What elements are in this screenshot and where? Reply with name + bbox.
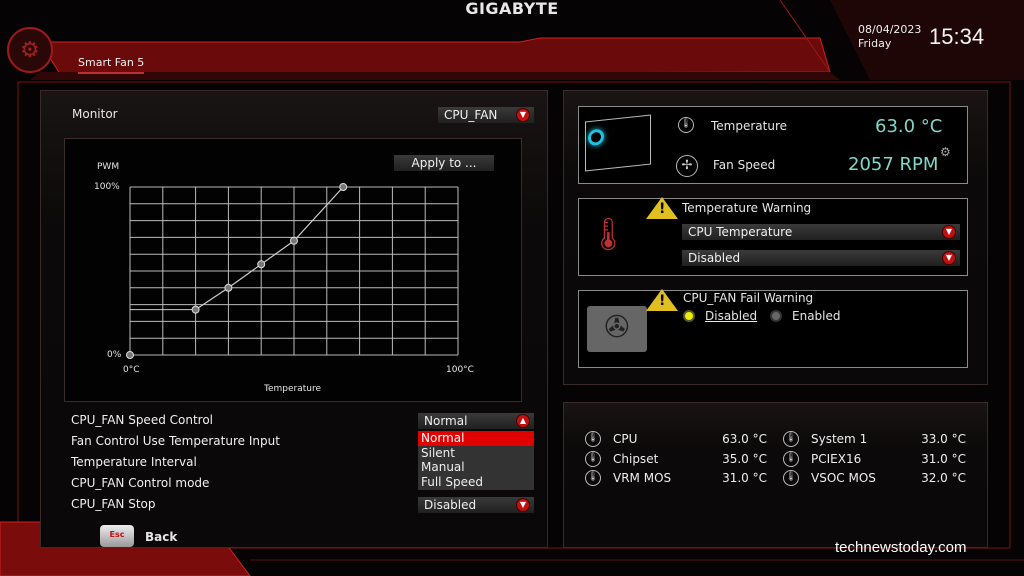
temperature-warning-title: Temperature Warning <box>682 201 812 215</box>
curve-point[interactable] <box>126 351 134 359</box>
sensor-name: VRM MOS <box>613 471 672 485</box>
weekday: Friday <box>858 37 892 50</box>
chevron-down-icon: ▼ <box>942 251 956 265</box>
speed-control-value: Normal <box>424 414 468 428</box>
setting-label[interactable]: Fan Control Use Temperature Input <box>71 434 280 448</box>
back-button[interactable]: Back <box>145 530 178 544</box>
sensor-name: System 1 <box>811 432 868 446</box>
option-silent[interactable]: Silent <box>421 445 455 460</box>
radio-disabled-label[interactable]: Disabled <box>705 309 758 323</box>
curve-point[interactable] <box>339 183 348 191</box>
radio-enabled-label[interactable]: Enabled <box>792 309 841 323</box>
chevron-down-icon: ▼ <box>516 108 530 122</box>
clock: 15:34 <box>929 24 985 49</box>
sensor-name: PCIEX16 <box>811 451 862 466</box>
warning-icon: ! <box>646 289 678 311</box>
chevron-down-icon: ▼ <box>942 225 956 239</box>
thermometer-heat-icon: 🌡 <box>588 215 629 253</box>
fan-stop-select[interactable]: Disabled ▼ <box>418 497 534 513</box>
chevron-up-icon: ▲ <box>516 414 530 428</box>
fan-icon: ✢ <box>676 155 698 177</box>
setting-label[interactable]: CPU_FAN Control mode <box>71 476 210 490</box>
radio-enabled[interactable] <box>770 310 782 322</box>
pc-case-icon <box>585 114 651 172</box>
fan-status-box <box>578 106 968 184</box>
sensor-value: 63.0 °C <box>722 432 767 446</box>
curve-point[interactable] <box>191 305 200 314</box>
fan-speed-label: Fan Speed <box>713 158 776 172</box>
date: 08/04/2023 <box>858 23 922 36</box>
fan-fail-warning-title: CPU_FAN Fail Warning <box>683 291 814 305</box>
temperature-value: 63.0 °C <box>875 116 943 137</box>
sensor-value: 31.0 °C <box>722 471 767 485</box>
tab-smart-fan-5[interactable]: Smart Fan 5 <box>78 56 145 74</box>
fan-speed-value: 2057 RPM <box>848 154 939 175</box>
warning-icon: ! <box>646 197 678 219</box>
thermometer-icon: 🌡 <box>678 117 694 133</box>
sensor-name: Chipset <box>613 451 659 466</box>
radio-disabled[interactable] <box>683 310 695 322</box>
y-tick-100: 100% <box>94 182 120 192</box>
thermometer-icon: 🌡 <box>783 431 799 447</box>
monitor-fan-select[interactable]: CPU_FAN ▼ <box>438 107 534 123</box>
sensor-value: 33.0 °C <box>921 432 966 446</box>
watermark: technewstoday.com <box>835 539 967 556</box>
temperature-label: Temperature <box>711 119 788 133</box>
y-axis-label: PWM <box>97 162 120 172</box>
esc-key-button[interactable]: Esc <box>100 525 134 547</box>
speed-options-list: Normal Silent Manual Full Speed <box>418 431 534 490</box>
chevron-down-icon: ▼ <box>516 498 530 512</box>
x-tick-0: 0°C <box>123 365 140 375</box>
gear-icon[interactable]: ⚙ <box>940 145 951 159</box>
setting-label[interactable]: Temperature Interval <box>71 455 197 469</box>
sensor-name: VSOC MOS <box>811 471 876 485</box>
setting-label[interactable]: CPU_FAN Speed Control <box>71 413 214 427</box>
monitor-fan-value: CPU_FAN <box>444 108 498 122</box>
warning-source-value: CPU Temperature <box>688 225 793 239</box>
x-axis-label: Temperature <box>264 384 322 394</box>
speed-control-select[interactable]: Normal ▲ <box>418 413 534 429</box>
fan-unit-icon: ✇ <box>587 306 647 352</box>
warning-source-select[interactable]: CPU Temperature ▼ <box>682 224 960 240</box>
fan-stop-value: Disabled <box>424 498 477 512</box>
sensor-name: CPU <box>613 432 638 446</box>
fan-curve-chart <box>64 138 522 402</box>
warning-threshold-value: Disabled <box>688 251 741 265</box>
thermometer-icon: 🌡 <box>585 431 601 447</box>
curve-point[interactable] <box>290 236 298 245</box>
settings-gear-icon: ⚙ <box>20 38 40 63</box>
x-tick-100: 100°C <box>446 365 474 375</box>
thermometer-icon: 🌡 <box>783 450 799 467</box>
thermometer-icon: 🌡 <box>585 470 601 486</box>
sensor-value: 32.0 °C <box>921 471 966 485</box>
monitor-label: Monitor <box>72 107 118 121</box>
thermometer-icon: 🌡 <box>585 450 601 467</box>
sensor-value: 35.0 °C <box>722 451 767 466</box>
sensor-value: 31.0 °C <box>921 451 966 466</box>
option-normal[interactable]: Normal <box>418 431 534 446</box>
thermometer-icon: 🌡 <box>783 470 799 486</box>
setting-label[interactable]: CPU_FAN Stop <box>71 497 156 511</box>
brand-logo: GIGABYTE <box>465 0 559 18</box>
date-display: 08/04/2023 Friday <box>858 23 921 51</box>
curve-point[interactable] <box>224 283 233 292</box>
curve-point[interactable] <box>257 260 266 269</box>
option-full-speed[interactable]: Full Speed <box>421 474 483 489</box>
curve-line <box>195 186 344 311</box>
warning-threshold-select[interactable]: Disabled ▼ <box>682 250 960 266</box>
sensor-panel <box>563 402 988 548</box>
option-manual[interactable]: Manual <box>421 460 465 474</box>
apply-to-button[interactable]: Apply to ... <box>394 155 494 171</box>
y-tick-0: 0% <box>107 350 122 360</box>
